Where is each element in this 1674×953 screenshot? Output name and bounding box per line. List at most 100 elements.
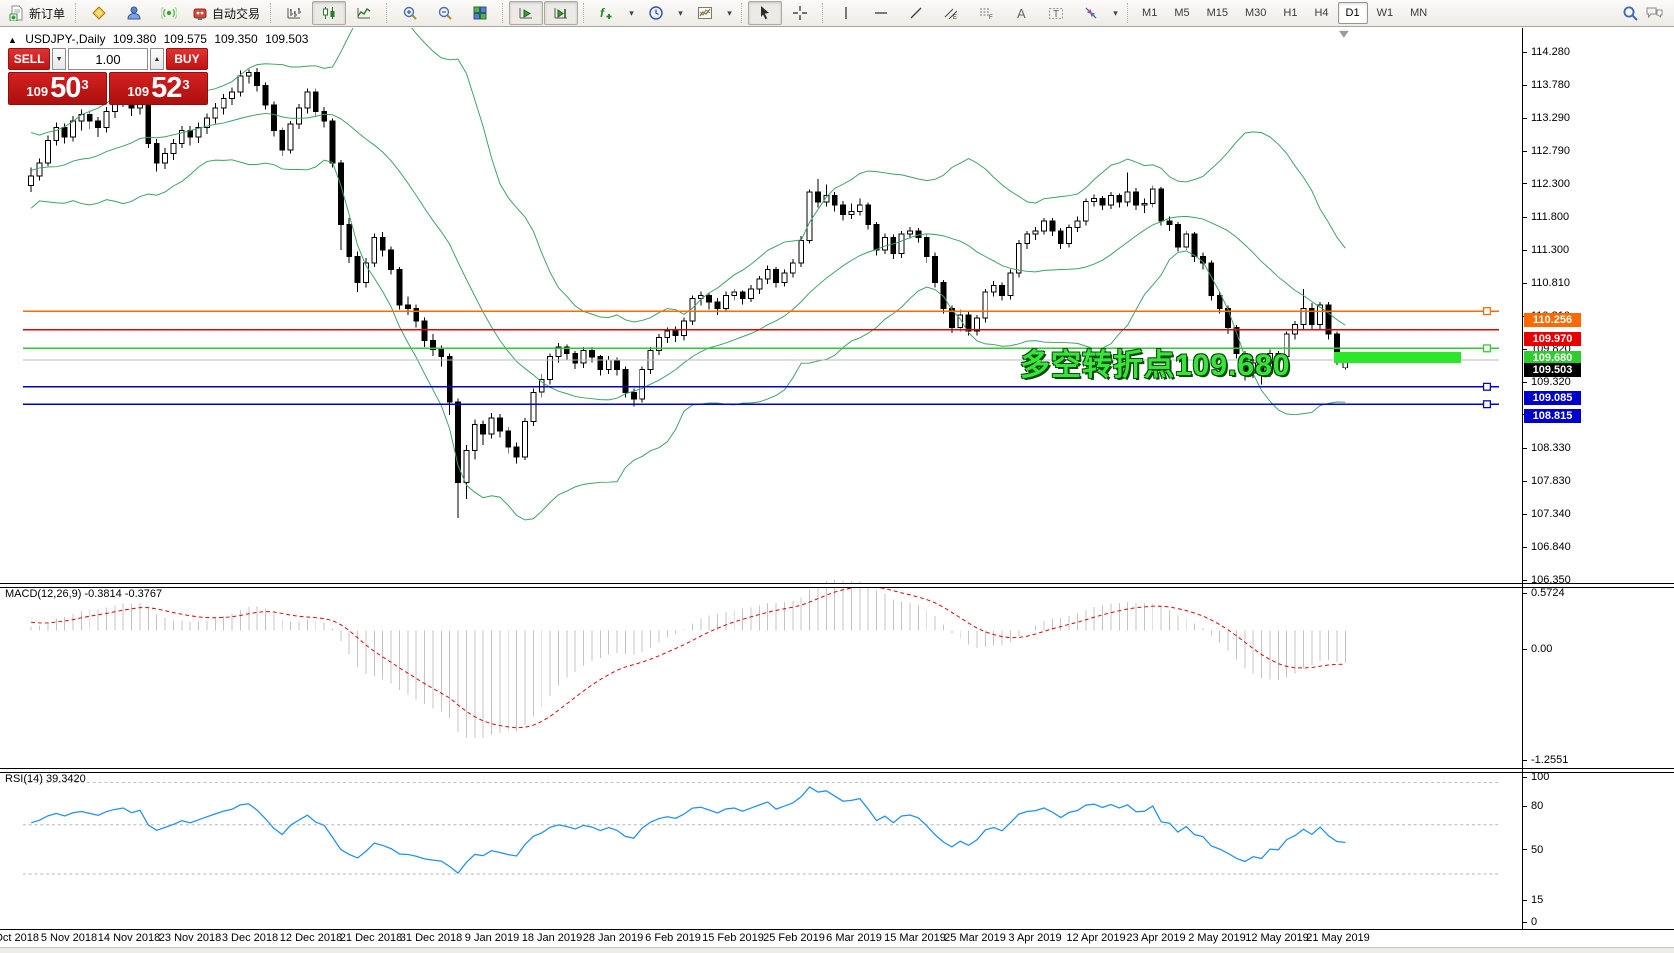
tile-windows-button[interactable] <box>463 1 497 25</box>
timeframe-w1-button[interactable]: W1 <box>1376 7 1394 19</box>
main-toolbar: 新订单 自动交易 <box>0 0 1674 27</box>
crosshair-button[interactable] <box>783 1 817 25</box>
buy-price-prefix: 109 <box>127 84 150 99</box>
date-axis-label: 12 Dec 2018 <box>279 932 343 944</box>
timeframe-d1-button[interactable]: D1 <box>1337 2 1368 24</box>
volume-increase-button[interactable]: ▲ <box>150 48 164 70</box>
price-axis-tick: 113.780 <box>1523 79 1570 91</box>
timeframe-h4-button[interactable]: H4 <box>1314 7 1329 19</box>
horizontal-line-icon <box>875 12 888 14</box>
periods-dropdown-arrow[interactable]: ▾ <box>678 7 683 18</box>
market-diamond-icon <box>92 6 106 20</box>
cursor-button[interactable] <box>748 1 783 25</box>
new-order-icon <box>9 5 23 21</box>
trendline-button[interactable] <box>899 1 933 25</box>
zoom-in-button[interactable] <box>393 1 427 25</box>
close-value: 109.503 <box>265 32 309 46</box>
sell-button[interactable]: SELL <box>8 48 51 70</box>
date-axis-label: 12 Apr 2019 <box>1066 932 1126 944</box>
signals-button[interactable] <box>152 1 186 25</box>
templates-button[interactable] <box>688 1 722 25</box>
green-highlight-rectangle[interactable] <box>1334 352 1461 363</box>
date-axis-label: 6 Feb 2019 <box>645 932 701 944</box>
volume-decrease-button[interactable]: ▼ <box>52 48 66 70</box>
timeframe-h1-button[interactable]: H1 <box>1283 7 1298 19</box>
timeframe-m1-button[interactable]: M1 <box>1142 7 1158 19</box>
text-button[interactable]: A <box>1004 1 1038 25</box>
horizontal-line-button[interactable] <box>864 1 898 25</box>
buy-price-button[interactable]: 109 52 3 <box>109 72 208 105</box>
symbol-period-label: USDJPY-,Daily <box>25 32 106 46</box>
sell-price-button[interactable]: 109 50 3 <box>8 72 107 105</box>
vertical-line-button[interactable] <box>829 1 863 25</box>
date-axis-label: 28 Jan 2019 <box>582 932 644 944</box>
buy-button[interactable]: BUY <box>165 48 208 70</box>
timeframe-group: M1 M5 M15 M30 H1 H4 D1 W1 MN <box>1134 2 1435 24</box>
indicators-button[interactable]: f <box>590 1 624 25</box>
add-indicator-icon: f <box>600 6 612 20</box>
volume-input[interactable] <box>68 48 148 70</box>
buy-price-pip: 3 <box>182 77 190 92</box>
periods-button[interactable] <box>639 1 673 25</box>
new-order-button[interactable]: 新订单 <box>4 1 70 25</box>
one-click-trading-panel: SELL ▼ ▲ BUY 109 50 3 109 52 3 <box>8 48 208 105</box>
price-axis-tick: 111.800 <box>1523 211 1569 223</box>
price-level-tag: 108.815 <box>1524 408 1581 423</box>
pane-border <box>0 929 1674 930</box>
text-label-button[interactable]: T <box>1039 1 1073 25</box>
templates-dropdown-arrow[interactable]: ▾ <box>727 7 732 18</box>
pane-separator[interactable] <box>0 768 1674 773</box>
indicators-dropdown-arrow[interactable]: ▾ <box>629 7 634 18</box>
date-axis-label: 5 Nov 2018 <box>40 932 98 944</box>
sell-price-big: 50 <box>50 72 81 104</box>
chart-shift-button[interactable] <box>544 1 579 25</box>
chat-icon[interactable] <box>1645 5 1664 21</box>
price-axis-tick: 107.340 <box>1523 508 1571 520</box>
chart-text-annotation[interactable]: 多空转折点109.680 <box>1020 349 1291 382</box>
timeframe-m5-button[interactable]: M5 <box>1174 7 1190 19</box>
fibonacci-icon: F <box>980 8 993 21</box>
equidistant-channel-button[interactable]: E <box>934 1 968 25</box>
price-axis-tick: 106.350 <box>1523 574 1571 586</box>
timeframe-m15-button[interactable]: M15 <box>1206 7 1228 19</box>
tile-windows-icon <box>473 6 487 20</box>
arrows-dropdown-arrow[interactable]: ▾ <box>1113 7 1118 18</box>
chart-shift-icon <box>554 8 568 19</box>
date-axis-label: 3 Dec 2018 <box>221 932 279 944</box>
price-axis-tick: 111.300 <box>1523 244 1569 256</box>
bar-chart-button[interactable] <box>277 1 311 25</box>
pane-separator[interactable] <box>0 583 1674 588</box>
signals-icon <box>161 6 178 20</box>
svg-text:T: T <box>1053 9 1059 20</box>
autotrading-button[interactable]: 自动交易 <box>187 1 265 25</box>
community-button[interactable] <box>117 1 151 25</box>
price-axis-tick: 112.300 <box>1523 178 1570 190</box>
line-chart-button[interactable] <box>347 1 381 25</box>
open-value: 109.380 <box>112 32 157 46</box>
fibonacci-button[interactable]: F <box>969 1 1003 25</box>
collapse-panel-icon[interactable]: ▲ <box>8 35 17 45</box>
chart-template-icon <box>698 7 713 19</box>
chart-ohlc-readout: ▲ USDJPY-,Daily 109.380 109.575 109.350 … <box>8 32 312 46</box>
toolbar-separator <box>386 3 388 23</box>
price-chart-canvas[interactable] <box>0 28 1522 930</box>
candlestick-chart-button[interactable] <box>312 1 347 25</box>
price-level-tag: 109.970 <box>1524 331 1581 346</box>
svg-text:F: F <box>989 15 993 21</box>
timeframe-mn-button[interactable]: MN <box>1410 7 1428 19</box>
price-axis-tick: 107.830 <box>1523 475 1571 487</box>
price-axis-tick: 113.290 <box>1523 112 1570 124</box>
window-bottom-strip <box>0 947 1674 953</box>
price-axis-tick: 112.790 <box>1523 145 1570 157</box>
search-icon[interactable] <box>1622 5 1639 22</box>
price-axis[interactable]: 114.280 113.780 113.290 112.790 112.300 111.8… <box>1523 28 1674 930</box>
market-button[interactable] <box>82 1 116 25</box>
zoom-out-button[interactable] <box>428 1 462 25</box>
timeframe-m30-button[interactable]: M30 <box>1245 7 1267 19</box>
auto-scroll-button[interactable] <box>509 1 544 25</box>
toolbar-separator <box>741 3 743 23</box>
arrows-button[interactable] <box>1074 1 1108 25</box>
macd-label: MACD(12,26,9) -0.3814 -0.3767 <box>5 588 163 600</box>
